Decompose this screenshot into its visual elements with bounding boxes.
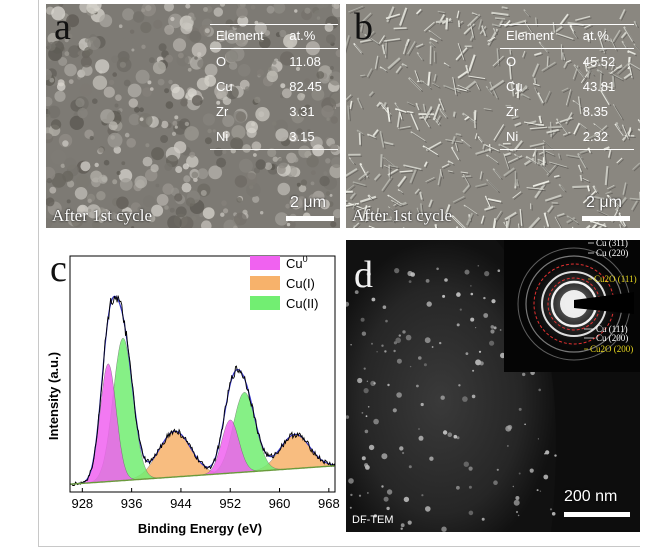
table-header-element: Element [210,24,284,49]
legend-swatch [250,256,280,270]
x-tick-label: 944 [170,496,192,511]
xps-chart: 928 936 944 952 960 968 Binding Energy (eV) I… [46,254,340,536]
table-row: O 45.52 [500,49,634,75]
composition-table-a: Element at.% O 11.08 Cu 82.45 Zr 3.31 Ni 3.1… [210,24,338,150]
element-cell: Zr [216,104,229,119]
table-row: Ni 3.15 [210,124,338,150]
table-header-at: at.% [283,24,338,49]
x-tick-label: 952 [219,496,241,511]
value-cell: 45.52 [582,54,616,69]
x-tick-label: 968 [318,496,340,511]
table-row: Cu 43.81 [500,74,634,99]
element-cell: Cu [506,79,523,94]
saed-label: Cu (220) [596,248,628,258]
value-cell: 2.32 [576,124,634,150]
value-cell: 3.15 [283,124,338,150]
xps-chart-panel: c 928 936 944 952 960 968 Binding Energy (eV)… [40,236,340,542]
table-row: Zr 3.31 [210,99,338,124]
scale-label-b: 2 μm [586,194,622,211]
saed-label: Cu (311) [596,240,628,248]
element-cell: Zr [506,104,519,119]
sem-image-a: a Element at.% O 11.08 Cu 82.45 Zr 3.31 Ni 3… [46,4,340,228]
scale-label-d: 200 nm [564,488,618,505]
table-row: O 11.08 [210,49,338,75]
tem-mode-label: DF-TEM [352,514,394,526]
saed-label: Cu (111) [596,324,628,334]
caption-b: After 1st cycle [352,206,453,225]
caption-a: After 1st cycle [52,206,153,225]
panel-letter-a: a [54,6,71,48]
saed-label: Cu2O (200) [590,344,633,354]
panel-letter-d: d [354,254,373,296]
x-tick-label: 928 [71,496,93,511]
element-cell: O [506,54,517,69]
x-tick-label: 936 [121,496,143,511]
saed-label: Cu (200) [596,333,628,343]
composition-table-b: Element at.% O 45.52 Cu 43.81 Zr 8.35 Ni 2.3… [500,24,634,150]
legend-swatch [250,296,280,310]
x-axis-title: Binding Energy (eV) [138,521,262,536]
saed-inset: Cu (311) Cu (220) Cu2O (111) Cu (111) Cu (20… [504,240,640,372]
panel-letter-c: c [50,248,67,290]
table-row: Cu 82.45 [210,74,338,99]
table-row: Zr 8.35 [500,99,634,124]
legend-swatch [250,276,280,290]
value-cell: 3.31 [289,104,315,119]
value-cell: 11.08 [289,54,321,69]
x-tick-label: 960 [269,496,291,511]
scale-bar-d [564,512,630,517]
saed-label: Cu2O (111) [594,274,637,284]
value-cell: 43.81 [582,79,616,94]
legend-label: Cu(I) [286,276,315,291]
saed-pattern: Cu (311)Cu (220) Cu2O (111) Cu (111)Cu (20… [517,240,637,361]
scale-bar-a [286,216,334,221]
table-header-element: Element [500,24,577,49]
scale-bar-b [582,216,630,221]
plot-frame [69,255,336,493]
value-cell: 8.35 [582,104,609,119]
baseline-line [69,465,335,485]
frame-left-line [38,0,39,546]
element-cell: Cu [216,79,233,94]
legend-label: Cu0 [286,254,308,271]
element-cell: Ni [500,124,577,150]
element-cell: O [216,54,227,69]
frame-bottom-line [38,546,640,547]
value-cell: 82.45 [289,79,322,94]
panel-letter-b: b [354,6,373,48]
raw-spectrum-line [69,294,335,486]
element-cell: Ni [210,124,284,150]
table-header-at: at.% [576,24,634,49]
table-row: Ni 2.32 [500,124,634,150]
sem-image-b: b Element at.% O 45.52 Cu 43.81 Zr 8.35 Ni 2… [346,4,640,228]
tem-image: d Cu (311) Cu (220) Cu2O (111) Cu (111) Cu (… [346,240,640,532]
y-axis-title: Intensity (a.u.) [46,352,61,440]
scale-label-a: 2 μm [290,194,326,211]
legend-label: Cu(II) [286,296,319,311]
